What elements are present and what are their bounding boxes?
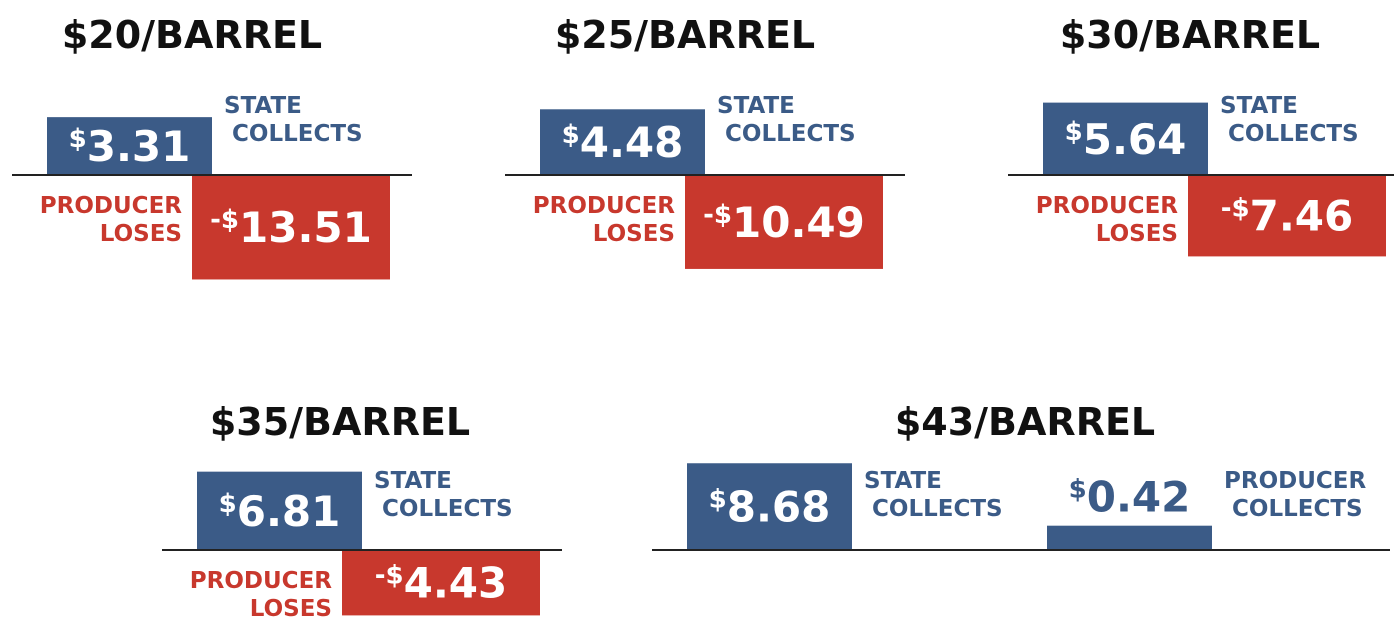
- series-label: STATE COLLECTS: [1220, 93, 1359, 147]
- chart-title: $43/BARREL: [895, 400, 1155, 444]
- series-label: PRODUCER LOSES: [190, 568, 332, 622]
- series-label: PRODUCER LOSES: [1036, 193, 1178, 247]
- series-label: STATE COLLECTS: [717, 93, 856, 147]
- value-label: $5.64: [1065, 115, 1187, 164]
- bar: [687, 463, 852, 550]
- value-label: $4.48: [562, 118, 684, 167]
- bar: [540, 109, 705, 175]
- chart-title: $30/BARREL: [1060, 13, 1320, 57]
- series-label: STATE COLLECTS: [374, 468, 513, 522]
- value-label: $8.68: [709, 483, 831, 532]
- chart-title: $35/BARREL: [210, 400, 470, 444]
- bar: [1043, 102, 1208, 175]
- bar: [1047, 525, 1212, 550]
- bar: [197, 471, 362, 550]
- value-label: -$4.43: [375, 559, 508, 608]
- bar: [47, 117, 212, 175]
- value-label: -$13.51: [210, 203, 372, 252]
- chart-title: $25/BARREL: [555, 13, 815, 57]
- value-label: -$10.49: [703, 198, 865, 247]
- series-label: STATE COLLECTS: [864, 468, 1003, 522]
- series-label: PRODUCER COLLECTS: [1224, 468, 1366, 522]
- series-label: STATE COLLECTS: [224, 93, 363, 147]
- bar: [1188, 175, 1386, 257]
- bar: [685, 175, 883, 269]
- bar: [192, 175, 390, 280]
- value-label: $6.81: [219, 487, 341, 536]
- value-label: -$7.46: [1221, 192, 1354, 241]
- value-label: $0.42: [1069, 473, 1191, 522]
- series-label: PRODUCER LOSES: [40, 193, 182, 247]
- chart-title: $20/BARREL: [62, 13, 322, 57]
- series-label: PRODUCER LOSES: [533, 193, 675, 247]
- value-label: $3.31: [69, 122, 191, 171]
- bar: [342, 550, 540, 616]
